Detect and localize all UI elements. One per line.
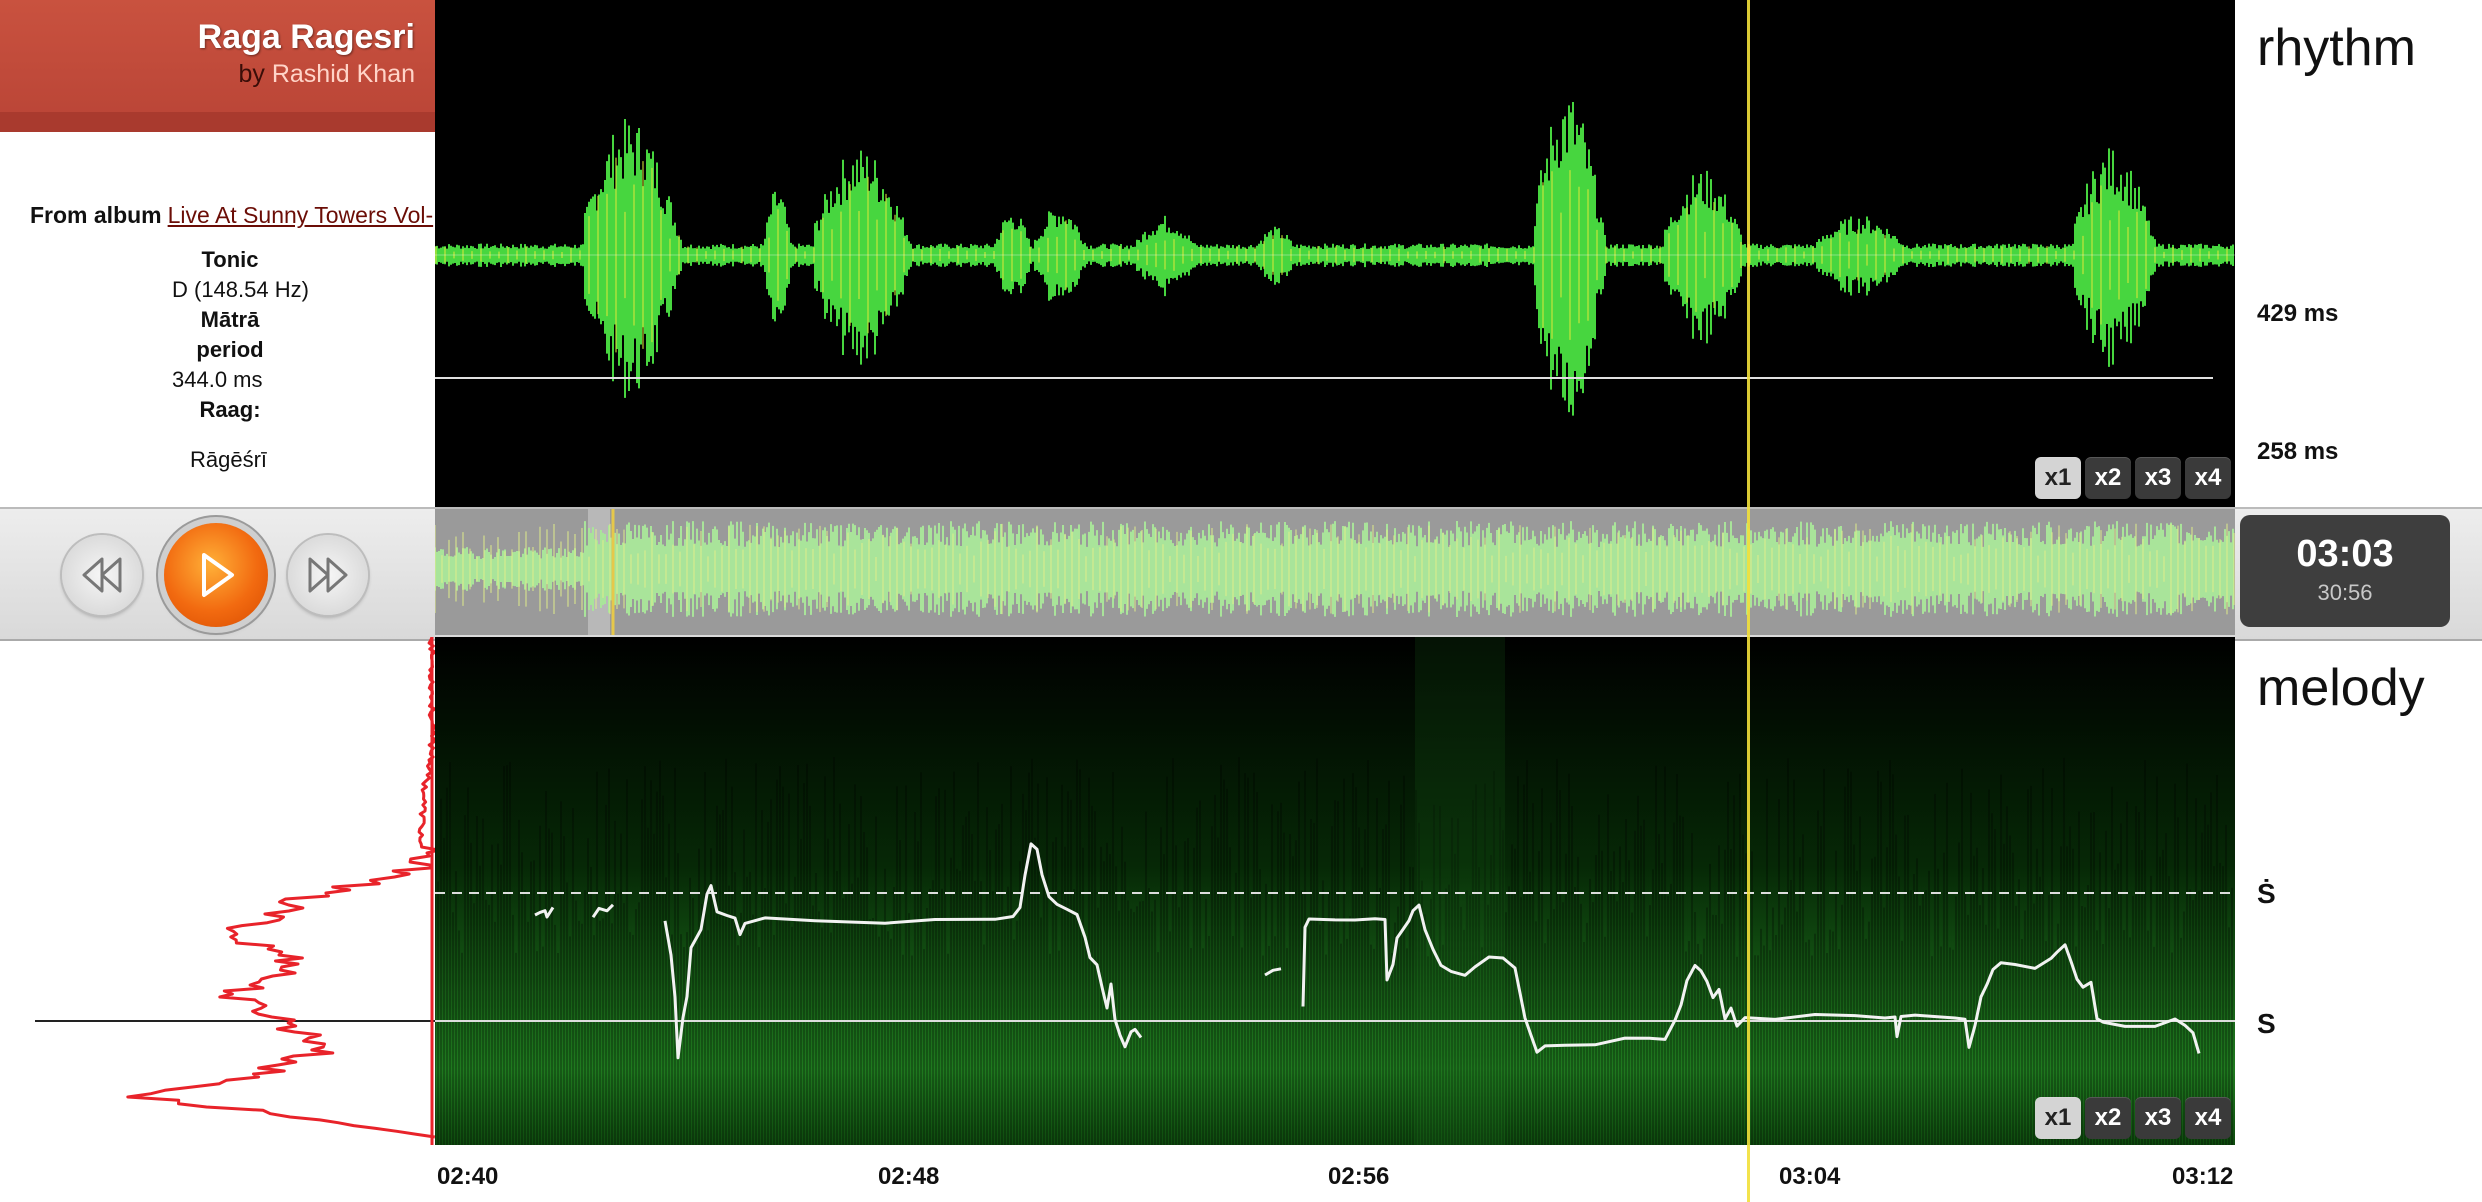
track-info: From album Live At Sunny Towers Vol- Toni… bbox=[0, 132, 435, 507]
tonic-value: D (148.54 Hz) bbox=[172, 277, 309, 302]
rhythm-zoom-x3-button[interactable]: x3 bbox=[2135, 457, 2181, 499]
play-icon bbox=[202, 553, 234, 597]
tonic-label: Tonic bbox=[201, 247, 259, 272]
time-tick: 02:40 bbox=[437, 1163, 499, 1190]
melody-panel[interactable]: x1 x2 x3 x4 bbox=[435, 637, 2235, 1145]
rhythm-zoom-controls: x1 x2 x3 x4 bbox=[2035, 457, 2231, 499]
swara-upper-sa: Ṡ bbox=[2257, 878, 2276, 909]
fast-forward-icon bbox=[308, 557, 348, 593]
rhythm-period-258: 258 ms bbox=[2257, 438, 2339, 465]
album-row: From album Live At Sunny Towers Vol- bbox=[30, 202, 433, 229]
time-tick: 02:56 bbox=[1328, 1163, 1390, 1190]
melody-zoom-controls: x1 x2 x3 x4 bbox=[2035, 1097, 2231, 1139]
raag-label: Raag: bbox=[199, 397, 261, 422]
rhythm-panel[interactable]: x1 x2 x3 x4 bbox=[435, 0, 2235, 507]
track-byline: by Rashid Khan bbox=[238, 60, 415, 89]
album-link[interactable]: Live At Sunny Towers Vol- bbox=[167, 202, 434, 228]
time-tick: 03:12 bbox=[2172, 1163, 2234, 1190]
pitch-histogram bbox=[35, 637, 435, 1145]
matra-label-period: period bbox=[196, 337, 264, 362]
playhead-cursor[interactable] bbox=[1747, 0, 1750, 1202]
artist-name[interactable]: Rashid Khan bbox=[271, 60, 415, 88]
matra-label: Mātrā bbox=[200, 307, 260, 332]
melody-title: melody bbox=[2257, 659, 2425, 717]
play-button[interactable] bbox=[164, 523, 268, 627]
time-display: 03:03 30:56 bbox=[2240, 515, 2450, 627]
melody-zoom-x2-button[interactable]: x2 bbox=[2085, 1097, 2131, 1139]
melody-zoom-x1-button[interactable]: x1 bbox=[2035, 1097, 2081, 1139]
overview-waveform bbox=[435, 509, 2235, 635]
track-header: Raga Ragesri by Rashid Khan bbox=[0, 0, 435, 132]
rhythm-waveform bbox=[435, 101, 2235, 416]
melody-zoom-x4-button[interactable]: x4 bbox=[2185, 1097, 2231, 1139]
rewind-button[interactable] bbox=[62, 535, 142, 615]
total-time: 30:56 bbox=[2317, 580, 2373, 605]
rhythm-title: rhythm bbox=[2257, 19, 2416, 77]
melody-zoom-x3-button[interactable]: x3 bbox=[2135, 1097, 2181, 1139]
pitch-contour-lines bbox=[534, 842, 2201, 1060]
transport-bar: 03:03 30:56 bbox=[0, 507, 2482, 641]
by-prefix: by bbox=[238, 60, 272, 88]
rhythm-wave-bars bbox=[435, 101, 2234, 416]
rewind-icon bbox=[82, 557, 122, 593]
melody-pitch-contour bbox=[435, 637, 2235, 1145]
rhythm-period-429: 429 ms bbox=[2257, 300, 2339, 327]
time-axis: 02:40 02:48 02:56 03:04 03:12 bbox=[435, 1145, 2235, 1202]
time-tick: 03:04 bbox=[1779, 1163, 1841, 1190]
time-tick: 02:48 bbox=[878, 1163, 940, 1190]
overview-waveform-scrubber[interactable] bbox=[435, 509, 2235, 635]
rhythm-zoom-x4-button[interactable]: x4 bbox=[2185, 457, 2231, 499]
swara-sa: S bbox=[2257, 1008, 2276, 1039]
album-label: From album bbox=[30, 202, 162, 228]
header-divider bbox=[0, 112, 435, 132]
current-time: 03:03 bbox=[2296, 533, 2394, 575]
rhythm-zoom-x1-button[interactable]: x1 bbox=[2035, 457, 2081, 499]
track-title: Raga Ragesri bbox=[197, 18, 415, 56]
raag-value: Rāgēśrī bbox=[190, 447, 268, 472]
rhythm-zoom-x2-button[interactable]: x2 bbox=[2085, 457, 2131, 499]
fast-forward-button[interactable] bbox=[288, 535, 368, 615]
matra-value: 344.0 ms bbox=[172, 367, 263, 392]
